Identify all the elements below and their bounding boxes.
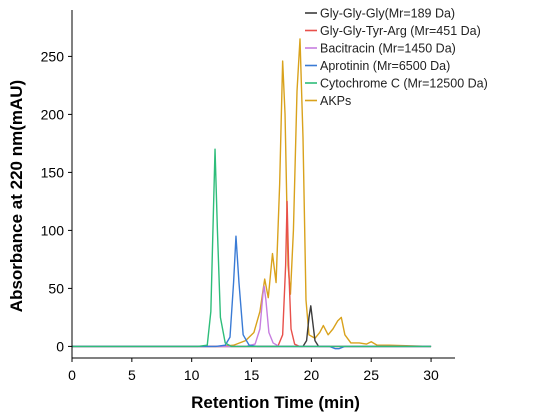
series-line-4 [72,148,432,348]
x-tick-label: 25 [363,367,379,383]
series-line-5 [72,38,432,348]
series-line-3 [72,235,432,350]
x-tick-label: 0 [68,367,76,383]
series-line-1 [72,200,432,348]
x-tick-label: 5 [128,367,136,383]
x-tick-label: 30 [423,367,439,383]
axes: 0 5 10 15 20 25 30 0 50 100 150 200 250 [41,10,455,383]
y-tick-label: 250 [41,48,65,64]
series-line-0 [72,305,432,348]
x-tick-label: 10 [184,367,200,383]
legend-label: Gly-Gly-Tyr-Arg (Mr=451 Da) [320,24,481,38]
y-tick-label: 200 [41,106,65,122]
y-tick-label: 100 [41,222,65,238]
y-tick-label: 150 [41,164,65,180]
legend-label: Bacitracin (Mr=1450 Da) [320,42,456,56]
legend-label: Cytochrome C (Mr=12500 Da) [320,77,488,91]
x-tick-label: 15 [244,367,260,383]
y-axis-title: Absorbance at 220 nm(mAU) [7,80,26,312]
plot-area [72,38,432,350]
legend-label: Gly-Gly-Gly(Mr=189 Da) [320,7,455,21]
legend-label: AKPs [320,94,351,108]
y-tick-label: 50 [48,280,64,296]
series-line-2 [72,285,432,348]
y-tick-label: 0 [56,338,64,354]
legend-label: Aprotinin (Mr=6500 Da) [320,59,450,73]
x-tick-label: 20 [304,367,320,383]
legend: Gly-Gly-Gly(Mr=189 Da) Gly-Gly-Tyr-Arg (M… [305,7,488,108]
x-axis-title: Retention Time (min) [191,393,360,412]
